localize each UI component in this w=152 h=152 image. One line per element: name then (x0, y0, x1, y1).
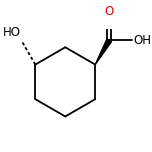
Polygon shape (95, 39, 112, 65)
Text: OH: OH (133, 34, 151, 47)
Text: O: O (105, 5, 114, 18)
Text: HO: HO (2, 26, 21, 40)
